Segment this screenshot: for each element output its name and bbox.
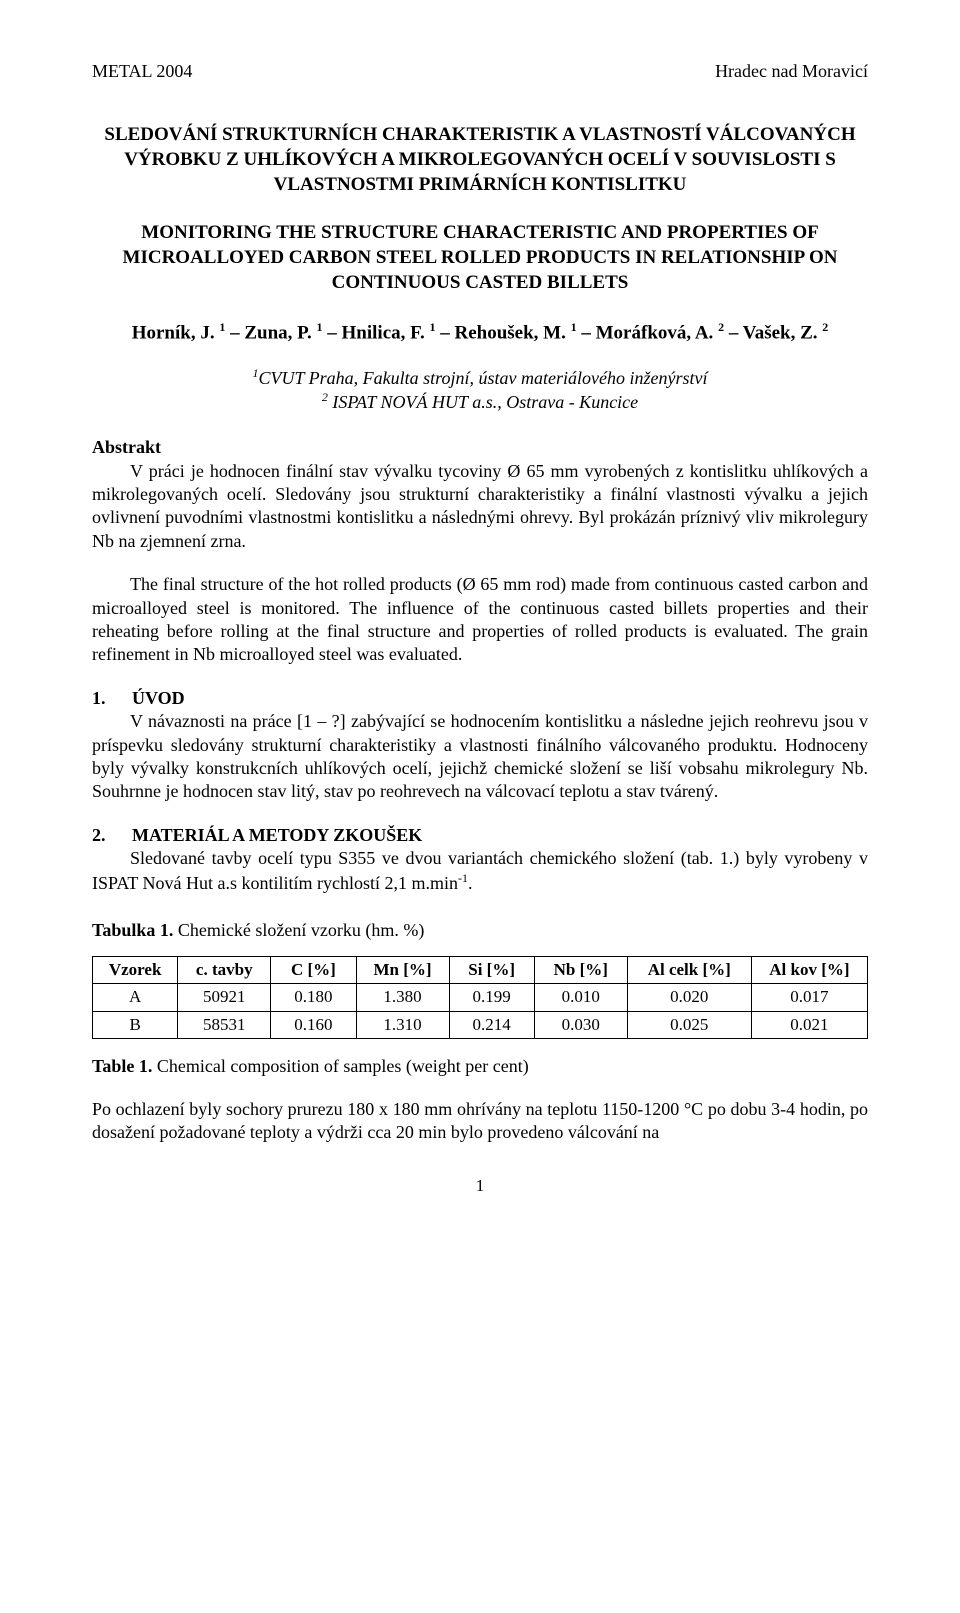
author-1: Horník, J. bbox=[132, 322, 215, 343]
sec1-body: V návaznosti na práce [1 – ?] zabývající… bbox=[92, 710, 868, 804]
table-cell: 58531 bbox=[178, 1011, 271, 1038]
sec2-body-part2: . bbox=[468, 873, 473, 893]
sec2-number: 2. bbox=[92, 824, 114, 847]
table-header-cell: Al celk [%] bbox=[627, 957, 751, 984]
sec2-body-part1: Sledované tavby ocelí typu S355 ve dvou … bbox=[92, 848, 868, 892]
table-cell: 0.030 bbox=[534, 1011, 627, 1038]
author-sep: – bbox=[327, 322, 341, 343]
sec2-body: Sledované tavby ocelí typu S355 ve dvou … bbox=[92, 847, 868, 895]
author-1-sup: 1 bbox=[219, 320, 225, 334]
author-sep: – bbox=[230, 322, 244, 343]
sec1-number: 1. bbox=[92, 687, 114, 710]
table1-caption: Tabulka 1. Chemické složení vzorku (hm. … bbox=[92, 919, 868, 942]
author-3-sup: 1 bbox=[430, 320, 436, 334]
page-header: METAL 2004 Hradec nad Moravicí bbox=[92, 60, 868, 83]
author-6: Vašek, Z. bbox=[743, 322, 818, 343]
abstract-cz: V práci je hodnocen finální stav vývalku… bbox=[92, 460, 868, 554]
table-row: B 58531 0.160 1.310 0.214 0.030 0.025 0.… bbox=[93, 1011, 868, 1038]
composition-table: Vzorek c. tavby C [%] Mn [%] Si [%] Nb [… bbox=[92, 956, 868, 1038]
header-right: Hradec nad Moravicí bbox=[715, 60, 868, 83]
sec2-body-sup: -1 bbox=[458, 871, 468, 885]
table-header-cell: Vzorek bbox=[93, 957, 178, 984]
table-cell: A bbox=[93, 984, 178, 1011]
table-header-cell: Mn [%] bbox=[356, 957, 449, 984]
affil-2: ISPAT NOVÁ HUT a.s., Ostrava - Kuncice bbox=[328, 392, 638, 412]
section-2: 2. MATERIÁL A METODY ZKOUŠEK Sledované t… bbox=[92, 824, 868, 895]
closing-paragraph: Po ochlazení byly sochory prurezu 180 x … bbox=[92, 1098, 868, 1145]
page-number: 1 bbox=[92, 1175, 868, 1197]
table-cell: 1.310 bbox=[356, 1011, 449, 1038]
author-sep: – bbox=[440, 322, 454, 343]
table1-caption-en: Table 1. Chemical composition of samples… bbox=[92, 1055, 868, 1078]
author-5-sup: 2 bbox=[718, 320, 724, 334]
table-cell: 1.380 bbox=[356, 984, 449, 1011]
table-cell: 0.010 bbox=[534, 984, 627, 1011]
table-cell: 0.025 bbox=[627, 1011, 751, 1038]
title-english: MONITORING THE STRUCTURE CHARACTERISTIC … bbox=[92, 221, 868, 295]
table-cell: 0.021 bbox=[751, 1011, 867, 1038]
table-cell: 0.199 bbox=[449, 984, 534, 1011]
table-cell: 0.160 bbox=[271, 1011, 356, 1038]
table-header-cell: c. tavby bbox=[178, 957, 271, 984]
author-6-sup: 2 bbox=[822, 320, 828, 334]
header-left: METAL 2004 bbox=[92, 60, 192, 83]
table1-caption-bold: Tabulka 1. bbox=[92, 920, 173, 940]
author-sep: – bbox=[581, 322, 595, 343]
section-1: 1. ÚVOD V návaznosti na práce [1 – ?] za… bbox=[92, 687, 868, 804]
abstract-label: Abstrakt bbox=[92, 436, 868, 459]
table-cell: 0.017 bbox=[751, 984, 867, 1011]
table-header-cell: Al kov [%] bbox=[751, 957, 867, 984]
table-header-row: Vzorek c. tavby C [%] Mn [%] Si [%] Nb [… bbox=[93, 957, 868, 984]
table-header-cell: Nb [%] bbox=[534, 957, 627, 984]
author-4-sup: 1 bbox=[571, 320, 577, 334]
title-czech: SLEDOVÁNÍ STRUKTURNÍCH CHARAKTERISTIK A … bbox=[92, 123, 868, 197]
sec1-heading: ÚVOD bbox=[132, 687, 185, 710]
table-cell: 0.214 bbox=[449, 1011, 534, 1038]
table1-caption-en-bold: Table 1. bbox=[92, 1056, 152, 1076]
table-header-cell: Si [%] bbox=[449, 957, 534, 984]
table1-caption-rest: Chemické složení vzorku (hm. %) bbox=[173, 920, 424, 940]
affil-1: CVUT Praha, Fakulta strojní, ústav mater… bbox=[259, 368, 708, 388]
author-2: Zuna, P. bbox=[244, 322, 311, 343]
table-header-cell: C [%] bbox=[271, 957, 356, 984]
author-2-sup: 1 bbox=[317, 320, 323, 334]
authors-line: Horník, J. 1 – Zuna, P. 1 – Hnilica, F. … bbox=[123, 320, 837, 346]
author-4: Rehoušek, M. bbox=[455, 322, 566, 343]
table-row: A 50921 0.180 1.380 0.199 0.010 0.020 0.… bbox=[93, 984, 868, 1011]
abstract-block: Abstrakt V práci je hodnocen finální sta… bbox=[92, 436, 868, 667]
table-cell: 0.180 bbox=[271, 984, 356, 1011]
author-3: Hnilica, F. bbox=[342, 322, 425, 343]
sec2-heading: MATERIÁL A METODY ZKOUŠEK bbox=[132, 824, 422, 847]
table-cell: B bbox=[93, 1011, 178, 1038]
abstract-en: The final structure of the hot rolled pr… bbox=[92, 573, 868, 667]
author-5: Moráfková, A. bbox=[596, 322, 714, 343]
table-cell: 0.020 bbox=[627, 984, 751, 1011]
table-cell: 50921 bbox=[178, 984, 271, 1011]
table1-caption-en-rest: Chemical composition of samples (weight … bbox=[152, 1056, 528, 1076]
author-sep: – bbox=[729, 322, 743, 343]
affiliations: 1CVUT Praha, Fakulta strojní, ústav mate… bbox=[92, 366, 868, 415]
